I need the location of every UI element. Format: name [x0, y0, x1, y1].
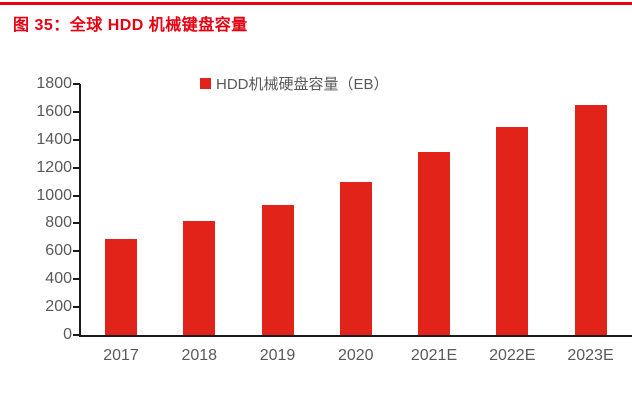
y-tick-label: 1000: [36, 186, 72, 204]
y-tick-label: 800: [45, 214, 72, 232]
y-tick-mark: [73, 194, 80, 197]
y-tick-label: 1400: [36, 130, 72, 148]
y-tick-mark: [73, 278, 80, 281]
bar-2020: [339, 181, 372, 335]
bar-2022E: [496, 127, 529, 335]
y-tick-mark: [73, 83, 80, 85]
bar-2019: [261, 205, 294, 335]
x-tick-label: 2021E: [410, 347, 458, 364]
y-tick-label: 1200: [36, 158, 72, 176]
y-tick-label: 600: [45, 242, 72, 260]
y-axis-line: [79, 84, 81, 337]
legend-marker-icon: [200, 77, 211, 89]
y-tick-label: 0: [63, 326, 72, 343]
x-axis-line: [79, 335, 632, 337]
y-tick-mark: [73, 166, 80, 169]
bar-2023E: [574, 104, 607, 335]
legend-label: HDD机械硬盘容量（EB）: [216, 75, 389, 93]
y-tick-mark: [73, 110, 80, 113]
x-tick-label: 2017: [103, 347, 139, 364]
y-tick-mark: [73, 138, 80, 141]
top-divider: [0, 2, 632, 5]
y-tick-mark: [73, 306, 80, 309]
figure-title: 图 35：全球 HDD 机械键盘容量: [13, 17, 248, 34]
x-tick-label: 2023E: [567, 347, 614, 364]
bar-2017: [105, 238, 137, 335]
bar-2021E: [418, 152, 450, 335]
bar-2018: [183, 220, 216, 335]
y-tick-label: 200: [45, 298, 72, 316]
x-tick-label: 2018: [181, 347, 218, 364]
y-tick-label: 400: [45, 270, 72, 288]
x-tick-label: 2019: [259, 347, 296, 364]
x-tick-label: 2020: [337, 347, 374, 364]
chart-legend: HDD机械硬盘容量（EB）: [200, 74, 389, 93]
y-tick-label: 1600: [36, 102, 72, 120]
y-tick-mark: [73, 222, 80, 225]
y-tick-mark: [73, 250, 80, 253]
x-tick-label: 2022E: [489, 347, 536, 364]
y-tick-label: 1800: [36, 75, 72, 92]
y-tick-mark: [73, 334, 80, 336]
